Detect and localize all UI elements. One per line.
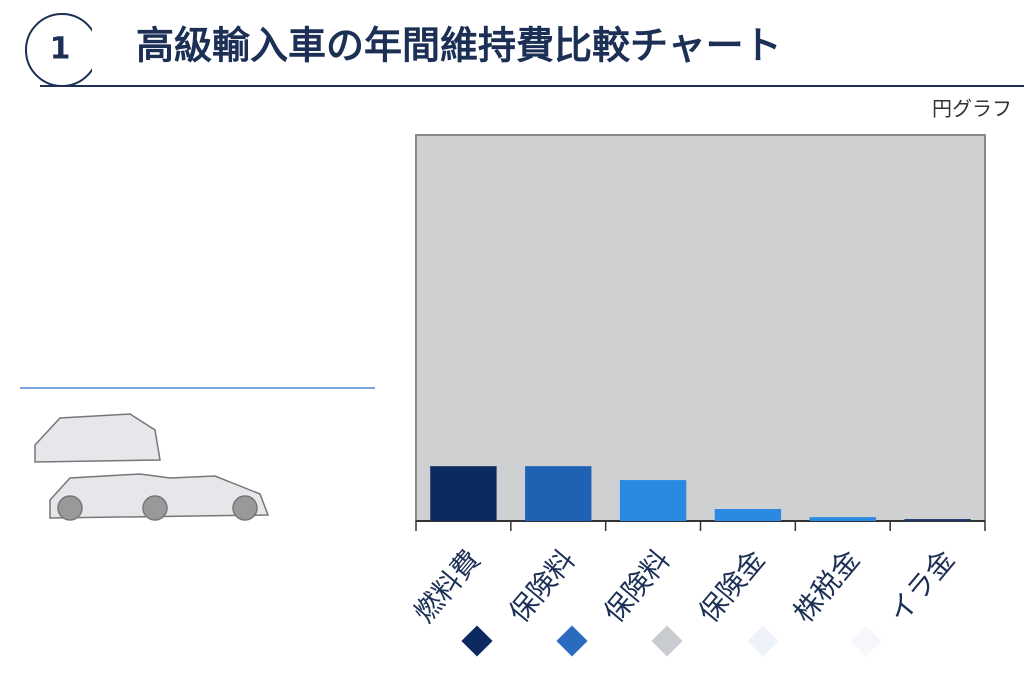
bar (430, 466, 497, 521)
bar (904, 519, 971, 521)
legend-swatch (651, 625, 683, 657)
legend (461, 625, 882, 657)
x-tick-label: 保険金 (692, 543, 771, 629)
x-tick-label: 保険料 (502, 543, 581, 629)
chart-subtitle: 円グラフ (932, 97, 1012, 121)
slide-title: 高級輸入車の年間維持費比較チャート (136, 24, 782, 68)
x-tick-label: 株税金 (787, 543, 866, 629)
x-tick-label: 保険料 (597, 543, 676, 629)
x-tick-label: 燃料費 (408, 543, 487, 629)
legend-swatch (747, 625, 779, 657)
plot-area (415, 134, 986, 522)
bar (619, 480, 687, 521)
car-illustration (34, 413, 270, 521)
legend-swatch (556, 625, 588, 657)
bar (525, 466, 592, 521)
legend-swatch (461, 625, 493, 657)
slide-number: 1 (50, 32, 71, 67)
legend-swatch (850, 625, 882, 657)
bar (714, 509, 782, 521)
badge-gap (92, 10, 112, 90)
bar (809, 517, 876, 521)
x-tick-label: イラ金 (882, 543, 961, 629)
